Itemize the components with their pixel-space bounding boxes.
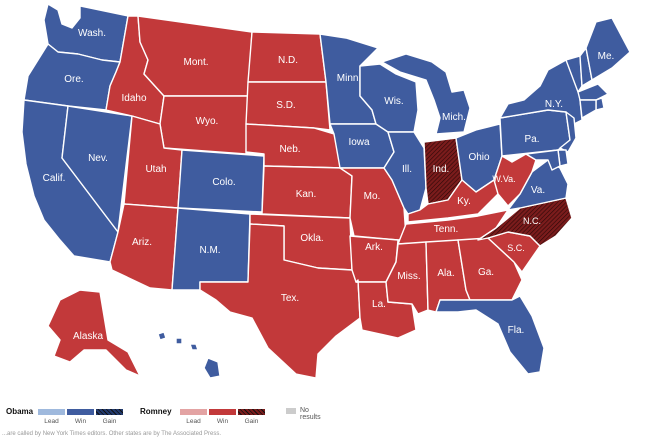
state-tx[interactable]: [199, 223, 361, 379]
label-ak: Alaska: [73, 331, 103, 342]
state-wv[interactable]: [493, 153, 537, 207]
label-il: Ill.: [402, 164, 412, 175]
state-ma[interactable]: [577, 83, 609, 101]
legend-no-results-swatch: [286, 408, 296, 414]
label-wv: W.Va.: [492, 174, 515, 184]
legend-obama-win-text: Win: [74, 418, 87, 425]
label-co: Colo.: [212, 177, 235, 188]
legend-romney-gain-text: Gain: [244, 418, 259, 425]
label-ky: Ky.: [457, 196, 471, 207]
label-sd: S.D.: [276, 100, 295, 111]
legend-romney-lead-text: Lead: [186, 418, 201, 425]
state-sd[interactable]: [245, 81, 331, 131]
state-ri[interactable]: [595, 97, 605, 111]
label-ks: Kan.: [296, 189, 317, 200]
legend-obama-gain-swatch: [96, 409, 123, 415]
legend-obama-win-swatch: [67, 409, 94, 415]
label-wi: Wis.: [384, 96, 403, 107]
states-layer: [21, 3, 631, 379]
label-nc: N.C.: [523, 216, 541, 226]
legend-romney-lead-swatch: [180, 409, 207, 415]
label-me: Me.: [598, 51, 615, 62]
state-mi[interactable]: [381, 53, 471, 135]
state-mt[interactable]: [137, 15, 253, 97]
label-sc: S.C.: [507, 243, 525, 253]
label-ut: Utah: [145, 164, 166, 175]
legend-obama-lead-swatch: [38, 409, 65, 415]
label-ca: Calif.: [43, 173, 66, 184]
legend-obama-gain-text: Gain: [102, 418, 117, 425]
label-mt: Mont.: [183, 57, 208, 68]
label-nd: N.D.: [278, 55, 298, 66]
legend-no-results-text: No results: [300, 407, 321, 421]
us-election-map: Wash. Ore. Calif. Nev. Idaho Mont. Wyo. …: [21, 3, 631, 379]
state-nc[interactable]: [477, 197, 573, 247]
state-nj[interactable]: [559, 111, 577, 153]
label-in: Ind.: [433, 164, 450, 175]
state-ct[interactable]: [579, 99, 597, 119]
label-ia: Iowa: [348, 137, 370, 148]
label-tn: Tenn.: [434, 224, 458, 235]
label-ms: Miss.: [397, 271, 420, 282]
label-wy: Wyo.: [196, 116, 219, 127]
label-wa: Wash.: [78, 28, 106, 39]
label-mn: Minn.: [337, 73, 361, 84]
state-me[interactable]: [585, 17, 631, 81]
label-ne: Neb.: [279, 144, 300, 155]
state-md[interactable]: [525, 149, 561, 171]
label-id: Idaho: [121, 93, 146, 104]
label-or: Ore.: [64, 74, 83, 85]
state-hi[interactable]: [157, 331, 221, 379]
state-fl[interactable]: [435, 295, 545, 375]
label-nm: N.M.: [199, 245, 220, 256]
legend: Obama Lead Win Gain Romney Lead Win Gain…: [6, 406, 646, 430]
label-mi: Mich.: [442, 112, 466, 123]
legend-romney-win-text: Win: [216, 418, 229, 425]
footnote: ...are called by New York Times editors.…: [2, 431, 221, 437]
label-ny: N.Y.: [545, 99, 563, 110]
label-nv: Nev.: [88, 153, 108, 164]
label-la: La.: [372, 299, 386, 310]
legend-obama-lead-text: Lead: [44, 418, 59, 425]
label-va: Va.: [531, 185, 545, 196]
label-ar: Ark.: [365, 242, 383, 253]
label-mo: Mo.: [364, 191, 381, 202]
label-pa: Pa.: [524, 134, 539, 145]
label-al: Ala.: [437, 268, 454, 279]
legend-romney-name: Romney: [140, 407, 172, 416]
label-ok: Okla.: [300, 233, 323, 244]
label-tx: Tex.: [281, 293, 299, 304]
label-az: Ariz.: [132, 237, 152, 248]
legend-romney-gain-swatch: [238, 409, 265, 415]
legend-romney-win-swatch: [209, 409, 236, 415]
label-oh: Ohio: [468, 152, 490, 163]
legend-obama-name: Obama: [6, 407, 34, 416]
labels-layer: Wash. Ore. Calif. Nev. Idaho Mont. Wyo. …: [43, 28, 615, 342]
label-ga: Ga.: [478, 267, 494, 278]
label-fl: Fla.: [508, 325, 525, 336]
state-ak[interactable]: [47, 289, 141, 377]
